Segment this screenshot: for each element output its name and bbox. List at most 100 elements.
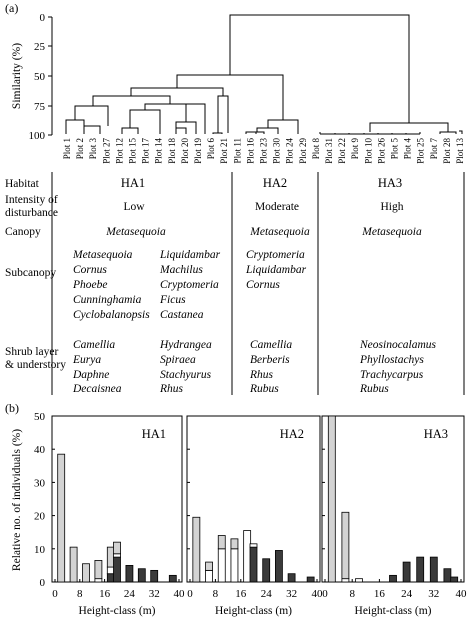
- bar-segment-dark: [416, 556, 425, 583]
- xtick-label: 16: [235, 588, 247, 600]
- ha1-shrub-right-3: Rhus: [159, 383, 184, 395]
- chart-ytick-label: 30: [34, 477, 46, 489]
- row-shrub-2: & understory: [5, 359, 66, 371]
- dendro-ytick-label: 50: [34, 71, 46, 83]
- xtick-label: 0: [52, 588, 58, 600]
- panel-title: HA3: [424, 427, 448, 441]
- bar-segment-dark: [429, 556, 438, 583]
- dendro-ytick-label: 100: [29, 130, 46, 142]
- bar-segment-white: [217, 548, 226, 583]
- dendro-plot-label: Plot 6: [206, 138, 216, 160]
- dendro-plot-label: Plot 14: [154, 138, 164, 164]
- bar-segment-dark: [287, 573, 296, 583]
- ha3-canopy: Metasequoia: [361, 226, 422, 238]
- bar-segment-lightgray: [69, 546, 78, 583]
- dendro-plot-label: Plot 8: [311, 138, 321, 160]
- bar-segment-white: [113, 553, 121, 558]
- bar-segment-dark: [168, 574, 177, 583]
- bar-segment-lightgray: [327, 415, 336, 583]
- xtick-label: 16: [374, 588, 386, 600]
- bar-segment-dark: [443, 568, 452, 583]
- histogram-panel-ha3: 0 8 16 24 32 40 HA3 Height-class (m): [321, 415, 468, 617]
- xtick-label: 0: [187, 588, 193, 600]
- ha3-shrub-1: Phyllostachys: [359, 354, 424, 366]
- dendrogram: [48, 14, 463, 136]
- bar-segment-white: [355, 578, 363, 583]
- bar-segment-dark: [306, 576, 315, 583]
- bar-segment-lightgray: [113, 541, 121, 555]
- dendro-ytick-label: 25: [34, 41, 46, 53]
- bar-segment-white: [230, 548, 239, 583]
- bar-segment-dark: [125, 565, 134, 583]
- bar-segment-dark: [402, 561, 411, 583]
- dendro-plot-label: Plot 26: [376, 138, 386, 164]
- ha3-shrub-3: Rubus: [359, 383, 389, 395]
- bar-segment-white: [205, 569, 213, 583]
- dendro-plot-label: Plot 10: [363, 138, 373, 164]
- xtick-label: 24: [401, 588, 413, 600]
- dendro-plot-label: Plot 7: [429, 138, 439, 160]
- row-habitat: Habitat: [5, 178, 40, 190]
- dendro-plot-label: Plot 11: [232, 138, 242, 163]
- dendro-plot-label: Plot 27: [101, 138, 111, 164]
- ha1-subcanopy-left-3: Cunninghamia: [73, 294, 142, 306]
- dendro-plot-label: Plot 5: [390, 138, 400, 160]
- xtick-label: 32: [428, 588, 439, 600]
- bar-segment-dark: [150, 569, 159, 583]
- bar-segment-white: [243, 530, 252, 583]
- bar-segment-white: [94, 578, 103, 583]
- xtick-label: 40: [456, 588, 468, 600]
- xtick-label: 8: [213, 588, 219, 600]
- row-subcanopy: Subcanopy: [5, 267, 56, 279]
- ha1-shrub-left-2: Daphne: [72, 369, 109, 381]
- ha1-shrub-right-1: Spiraea: [160, 354, 196, 366]
- bar-segment-dark: [389, 574, 397, 583]
- xtick-label: 32: [149, 588, 160, 600]
- ha2-subcanopy-2: Cornus: [246, 279, 280, 291]
- bar-segment-dark: [274, 550, 283, 583]
- row-shrub-1: Shrub layer: [5, 346, 59, 358]
- row-disturbance-2: disturbance: [5, 207, 58, 219]
- ha1-subcanopy-right-2: Cryptomeria: [160, 279, 219, 291]
- bar-segment-dark: [262, 558, 271, 583]
- bar-segment-lightgray: [341, 511, 350, 580]
- dendro-plot-label: Plot 31: [324, 138, 334, 164]
- xtick-label: 24: [124, 588, 136, 600]
- ha1-shrub-left-0: Camellia: [73, 339, 115, 351]
- dendro-plot-label: Plot 24: [285, 138, 295, 164]
- bar-segment-white: [341, 578, 350, 583]
- chart-xlabel: Height-class (m): [355, 605, 432, 617]
- ha1-subcanopy-left-2: Phoebe: [72, 279, 107, 291]
- chart-ytick-label: 0: [40, 577, 46, 589]
- panel-title: HA2: [280, 427, 304, 441]
- dendro-plot-label: Plot 13: [455, 138, 465, 164]
- chart-ytick-label: 10: [34, 544, 46, 556]
- ha3-habitat: HA3: [378, 176, 402, 190]
- chart-xlabel: Height-class (m): [79, 605, 156, 617]
- ha1-shrub-left-1: Eurya: [72, 354, 101, 366]
- dendro-plot-label: Plot 19: [193, 138, 203, 164]
- histogram-panel-ha2: 0 8 16 24 32 40 HA2 Height-class (m): [186, 415, 323, 617]
- dendro-plot-label: Plot 22: [337, 138, 347, 164]
- bar-segment-dark: [450, 576, 459, 583]
- dendro-plot-label: Plot 9: [350, 138, 360, 160]
- ha1-subcanopy-right-3: Ficus: [159, 294, 186, 306]
- ha2-canopy: Metasequoia: [249, 226, 310, 238]
- histogram-panel-ha1: 0 8 16 24 32 40 HA1 Height-class (m): [51, 415, 185, 617]
- dendro-plot-label: Plot 23: [259, 138, 269, 164]
- bar-segment-lightgray: [192, 516, 201, 583]
- ha1-shrub-right-0: Hydrangea: [159, 339, 212, 351]
- dendro-plot-label: Plot 18: [167, 138, 177, 164]
- dendro-plot-label: Plot 4: [403, 138, 413, 160]
- dendro-plot-label: Plot 25: [416, 138, 426, 164]
- dendro-plot-label: Plot 2: [75, 138, 85, 159]
- chart-xlabel: Height-class (m): [215, 605, 292, 617]
- ha2-disturbance: Moderate: [255, 201, 299, 213]
- ha1-shrub-right-2: Stachyurus: [160, 369, 212, 381]
- dendro-plot-label: Plot 1: [62, 138, 72, 159]
- xtick-label: 24: [261, 588, 273, 600]
- xtick-label: 8: [349, 588, 355, 600]
- dendro-ytick-label: 75: [34, 101, 46, 113]
- panel-b-label: (b): [5, 401, 19, 415]
